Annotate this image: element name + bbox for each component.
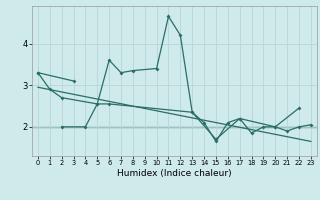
X-axis label: Humidex (Indice chaleur): Humidex (Indice chaleur) (117, 169, 232, 178)
